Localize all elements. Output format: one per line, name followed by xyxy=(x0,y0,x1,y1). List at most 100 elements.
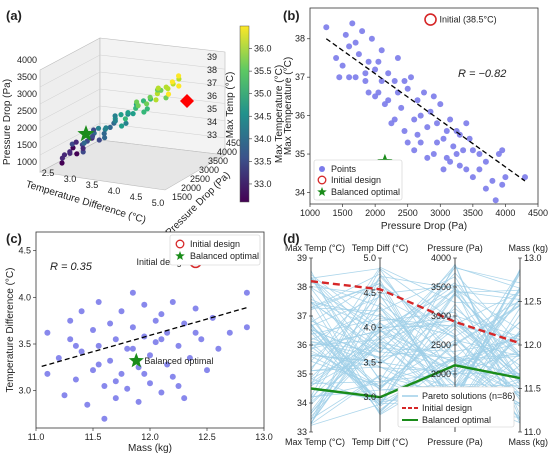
panel-b-y-label: Max Temperature (°C) xyxy=(283,57,294,155)
pareto-solution-line xyxy=(310,266,521,371)
panel-b-point xyxy=(456,162,463,169)
panel-b-point xyxy=(404,85,411,92)
panel-b-points xyxy=(323,20,528,204)
panel-a-point xyxy=(59,160,65,166)
panel-c-y-tick: 4.5 xyxy=(18,246,31,256)
panel-b-y-tick: 37 xyxy=(295,72,305,82)
panel-c-point xyxy=(67,336,74,343)
panel-c-point xyxy=(192,305,199,312)
legend-c-initial-label: Initial design xyxy=(190,239,240,249)
panel-d-legend: Pareto solutions (n=86) Initial design B… xyxy=(397,386,515,428)
pareto-solution-line xyxy=(310,276,521,383)
panel-b-y-ticks: 34 35 36 37 38 xyxy=(295,34,310,197)
panel-c-point xyxy=(112,378,119,385)
panel-b-x-tick: 4500 xyxy=(528,208,548,218)
pareto-solution-line xyxy=(310,271,521,417)
panel-c-point xyxy=(158,336,165,343)
panel-a-point xyxy=(122,116,128,122)
pareto-solution-line xyxy=(310,284,521,421)
panel-b-point xyxy=(463,166,470,173)
panel-b-initial-label: Initial (38.5°C) xyxy=(440,15,497,25)
panel-c-x-tick: 12.5 xyxy=(198,432,216,442)
panel-c-points xyxy=(44,289,250,422)
panel-c-point xyxy=(101,383,108,389)
colorbar-tick: 34.5 xyxy=(254,111,272,121)
panel-b-x-ticks: 1000 1500 2000 2500 3000 3500 4000 4500 xyxy=(300,204,548,218)
panel-a-point xyxy=(163,95,169,101)
panel-a-z-tick: 1000 xyxy=(17,157,37,167)
panel-b-x-tick: 2500 xyxy=(398,208,418,218)
pareto-solution-line xyxy=(310,333,521,403)
panel-a-point xyxy=(96,137,102,143)
panel-c-point xyxy=(175,383,182,389)
panel-c-point xyxy=(78,308,85,315)
panel-c-point xyxy=(101,415,108,422)
panel-a-right-tick: 39 xyxy=(207,52,217,62)
panel-c-point xyxy=(243,324,250,331)
panel-b-x-tick: 1000 xyxy=(300,208,320,218)
panel-b-point xyxy=(355,51,362,58)
panel-c-point xyxy=(192,329,199,336)
panel-a-label: (a) xyxy=(6,8,22,23)
legend-points-label: Points xyxy=(331,164,357,174)
balanced-optimal-marker xyxy=(77,125,95,142)
pane-floor xyxy=(39,139,226,191)
panel-a-right-tick: 35 xyxy=(207,104,217,114)
panel-a-right-tick: 37 xyxy=(207,78,217,88)
panel-c-y-tick: 4.0 xyxy=(18,292,31,302)
panel-c-point xyxy=(55,355,62,361)
panel-c-point xyxy=(67,317,74,324)
panel-c-point xyxy=(215,345,222,352)
panel-c-point xyxy=(44,370,51,377)
panel-c-label: (c) xyxy=(6,231,22,246)
legend-c-initial-marker xyxy=(175,239,185,249)
panel-a-point xyxy=(130,111,136,117)
parallel-axis-tick: 3.5 xyxy=(363,357,376,367)
panel-b-point xyxy=(440,166,447,173)
panel-a-point xyxy=(165,91,172,97)
pareto-solution-line xyxy=(310,282,521,357)
parallel-axis-footer: Pressure (Pa) xyxy=(427,437,483,447)
panel-b-point xyxy=(323,24,330,31)
panel-c-point xyxy=(129,345,136,352)
parallel-axis-tick: 37 xyxy=(297,311,307,321)
panel-c-point xyxy=(226,329,233,336)
panel-b-point xyxy=(460,147,467,154)
panel-a-point xyxy=(103,125,109,131)
panel-b-point xyxy=(424,154,431,161)
panel-b-point xyxy=(411,116,418,123)
colorbar-tick: 33.0 xyxy=(254,179,272,189)
panel-b-point xyxy=(352,74,359,81)
panel-a-point xyxy=(102,135,108,141)
panel-b-point xyxy=(372,66,379,73)
panel-c-optimal-label: Balanced optimal xyxy=(144,356,213,366)
pareto-solution-line xyxy=(310,353,521,398)
panel-b-label: (b) xyxy=(283,8,300,23)
parallel-axis-header: Mass (kg) xyxy=(508,243,548,253)
panel-b-point xyxy=(346,43,353,50)
panel-b-y-tick: 36 xyxy=(295,111,305,121)
panel-a-x-tick: 2.5 xyxy=(42,168,55,178)
parallel-axis-tick: 2000 xyxy=(431,369,451,379)
panel-b-point xyxy=(424,124,431,131)
colorbar xyxy=(239,25,250,203)
panel-c-point xyxy=(112,336,119,343)
panel-a-x-ticks: 2.5 3.0 3.5 4.0 4.5 5.0 xyxy=(42,168,165,208)
panel-c-point xyxy=(175,342,182,349)
legend-c-optimal-label: Balanced optimal xyxy=(190,251,259,261)
panel-c-point xyxy=(135,398,142,405)
panel-a-point xyxy=(176,73,182,79)
panel-c-y-tick: 3.5 xyxy=(18,339,31,349)
panel-d-ticks: 333435363738393.03.54.04.55.015002000250… xyxy=(297,253,542,437)
panel-a-x-tick: 5.0 xyxy=(152,198,165,208)
panel-b-point xyxy=(466,135,473,142)
panel-b-point xyxy=(427,108,434,115)
panel-a-x-tick: 3.0 xyxy=(64,174,77,184)
panel-c-initial-label: Initial design xyxy=(137,257,187,267)
panel-b-point xyxy=(391,78,398,84)
panel-c-point xyxy=(181,395,188,402)
panel-a-point xyxy=(73,139,79,145)
parallel-axis-header: Pressure (Pa) xyxy=(427,243,483,253)
panel-a-z-label: Pressure Drop (Pa) xyxy=(2,79,13,165)
